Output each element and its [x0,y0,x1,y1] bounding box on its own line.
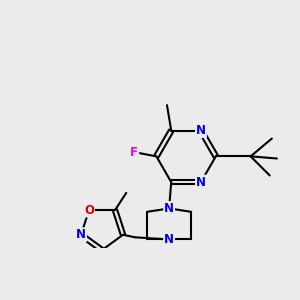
Text: N: N [164,202,174,215]
Text: N: N [196,124,206,137]
Text: N: N [76,228,86,241]
Text: F: F [130,146,138,159]
Text: O: O [84,204,94,217]
Text: N: N [196,176,206,189]
Text: N: N [164,233,174,246]
